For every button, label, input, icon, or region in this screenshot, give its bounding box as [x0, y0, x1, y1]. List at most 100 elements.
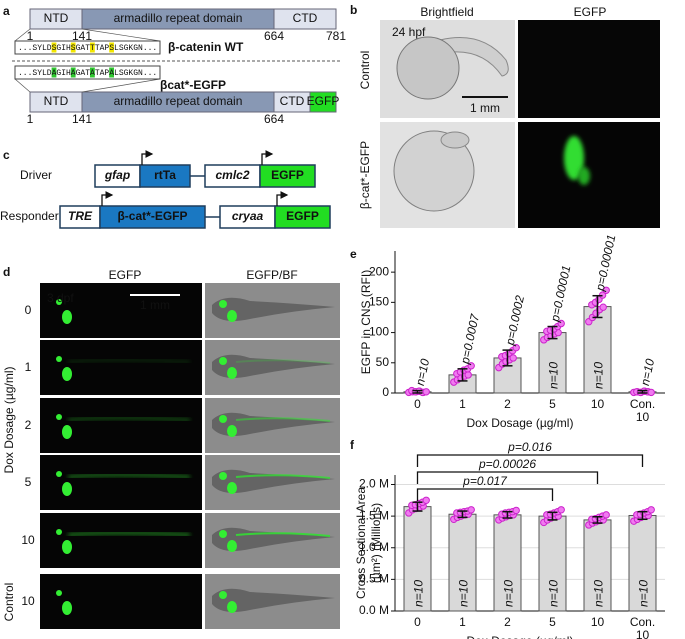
domain — [273, 8, 337, 30]
residue-number: 664 — [264, 112, 284, 126]
n-label: n=10 — [502, 580, 516, 607]
n-label: n=10 — [457, 580, 471, 607]
part-label: EGFP — [271, 168, 304, 182]
x-tick-label: 0 — [414, 397, 421, 411]
part-label: rtTa — [154, 168, 176, 182]
y-tick-label: 0.5 M — [359, 572, 389, 586]
bar — [448, 513, 477, 612]
fluorescence — [227, 482, 237, 494]
sequence-box — [14, 40, 161, 55]
site-highlight — [90, 42, 95, 53]
promoter-arrow — [276, 191, 289, 206]
promoter-arrow — [261, 150, 274, 165]
image — [40, 340, 202, 395]
part-label: cryaa — [232, 209, 264, 223]
y-axis-title: EGFP in CNS (RFI) — [359, 270, 373, 374]
fluorescence — [67, 474, 191, 478]
annotation: n=10 — [638, 357, 657, 387]
annotation: p=0.0002 — [503, 294, 527, 347]
n-label: n=10 — [637, 580, 651, 607]
data-point — [509, 354, 517, 362]
fluorescence — [219, 300, 227, 308]
annotation: p=0.0007 — [458, 312, 483, 366]
y-axis-title: (µm²) (Millions) — [369, 503, 383, 583]
fluorescence — [235, 359, 331, 364]
row-label: Control — [358, 51, 372, 90]
genetic-part — [99, 205, 206, 229]
x-tick-label: 2 — [504, 397, 511, 411]
promoter-arrow — [101, 191, 114, 206]
zoom-line — [81, 28, 161, 42]
fluorescence — [56, 471, 62, 477]
site-highlight — [70, 42, 76, 53]
x-axis-title: Dox Dosage (µg/ml) — [467, 416, 574, 430]
fluorescence — [219, 415, 227, 423]
p-value: p=0.016 — [507, 440, 552, 454]
stage-label: 3 dpf — [47, 291, 74, 305]
part-label: EGFP — [286, 209, 319, 223]
significance-bracket — [416, 488, 554, 501]
x-axis-title: Dox Dosage (µg/ml) — [467, 634, 574, 639]
fluorescence — [219, 357, 227, 365]
n-label: n=10 — [547, 362, 561, 389]
data-point — [512, 343, 520, 352]
column-header: EGFP/BF — [246, 268, 297, 282]
fluorescence — [564, 136, 584, 180]
fluorescence — [56, 414, 62, 420]
x-tick-label: Con. 10 — [630, 397, 655, 424]
n-label: n=10 — [592, 362, 606, 389]
residue-number: 1 — [27, 112, 34, 126]
zoom-line — [81, 78, 161, 93]
construct-label: β-catenin WT — [168, 40, 244, 54]
row-label: 1 — [25, 360, 32, 374]
y-tick-label: 100 — [369, 325, 389, 339]
row-label: 10 — [21, 594, 35, 608]
fluorescence — [56, 299, 62, 305]
x-tick-label: 0 — [414, 615, 421, 629]
site-highlight — [109, 42, 114, 53]
genetic-part — [274, 205, 331, 229]
bar — [403, 506, 432, 612]
part-label: β-cat*-EGFP — [117, 209, 187, 223]
site-highlight — [109, 67, 114, 78]
sequence: ...SYLDAGIHAGATATAPALSGKGN... — [18, 69, 157, 78]
panel-letter: d — [3, 265, 10, 279]
axis-title: Dox Dosage (µg/ml) — [2, 367, 16, 474]
fluorescence — [235, 532, 331, 537]
y-tick-label: 0 — [382, 385, 389, 399]
scale-label: 1 mm — [140, 298, 170, 312]
fluorescence — [62, 367, 72, 381]
panel-letter: a — [3, 4, 10, 18]
embryo — [396, 36, 460, 100]
column-header: EGFP — [109, 268, 142, 282]
image — [40, 513, 202, 568]
fluorescence — [62, 540, 72, 554]
larva — [212, 588, 335, 612]
row-label: β-cat*-EGFP — [358, 141, 372, 209]
fluorescence — [219, 530, 227, 538]
data-point — [467, 506, 475, 514]
zoom-line — [14, 28, 31, 42]
genetic-part — [259, 164, 316, 188]
residue-number: 1 — [27, 29, 34, 43]
data-point — [467, 362, 475, 370]
n-label: n=10 — [592, 580, 606, 607]
bar — [628, 514, 657, 612]
fluorescence — [578, 167, 590, 185]
part-label: cmlc2 — [215, 168, 249, 182]
site-highlight — [70, 67, 76, 78]
x-tick-label: Con. 10 — [630, 615, 655, 639]
fluorescence — [62, 425, 72, 439]
p-value: p=0.00026 — [478, 457, 536, 471]
x-tick-label: 5 — [549, 615, 556, 629]
y-tick-label: 200 — [369, 264, 389, 278]
data-point — [602, 511, 610, 519]
fluorescence — [62, 482, 72, 496]
annotation: p=0.00001 — [548, 264, 574, 324]
data-point — [422, 496, 430, 505]
annotation: p=0.00001 — [593, 233, 619, 293]
row-label: Control — [2, 583, 16, 622]
fluorescence — [67, 532, 191, 536]
larva — [212, 354, 335, 378]
